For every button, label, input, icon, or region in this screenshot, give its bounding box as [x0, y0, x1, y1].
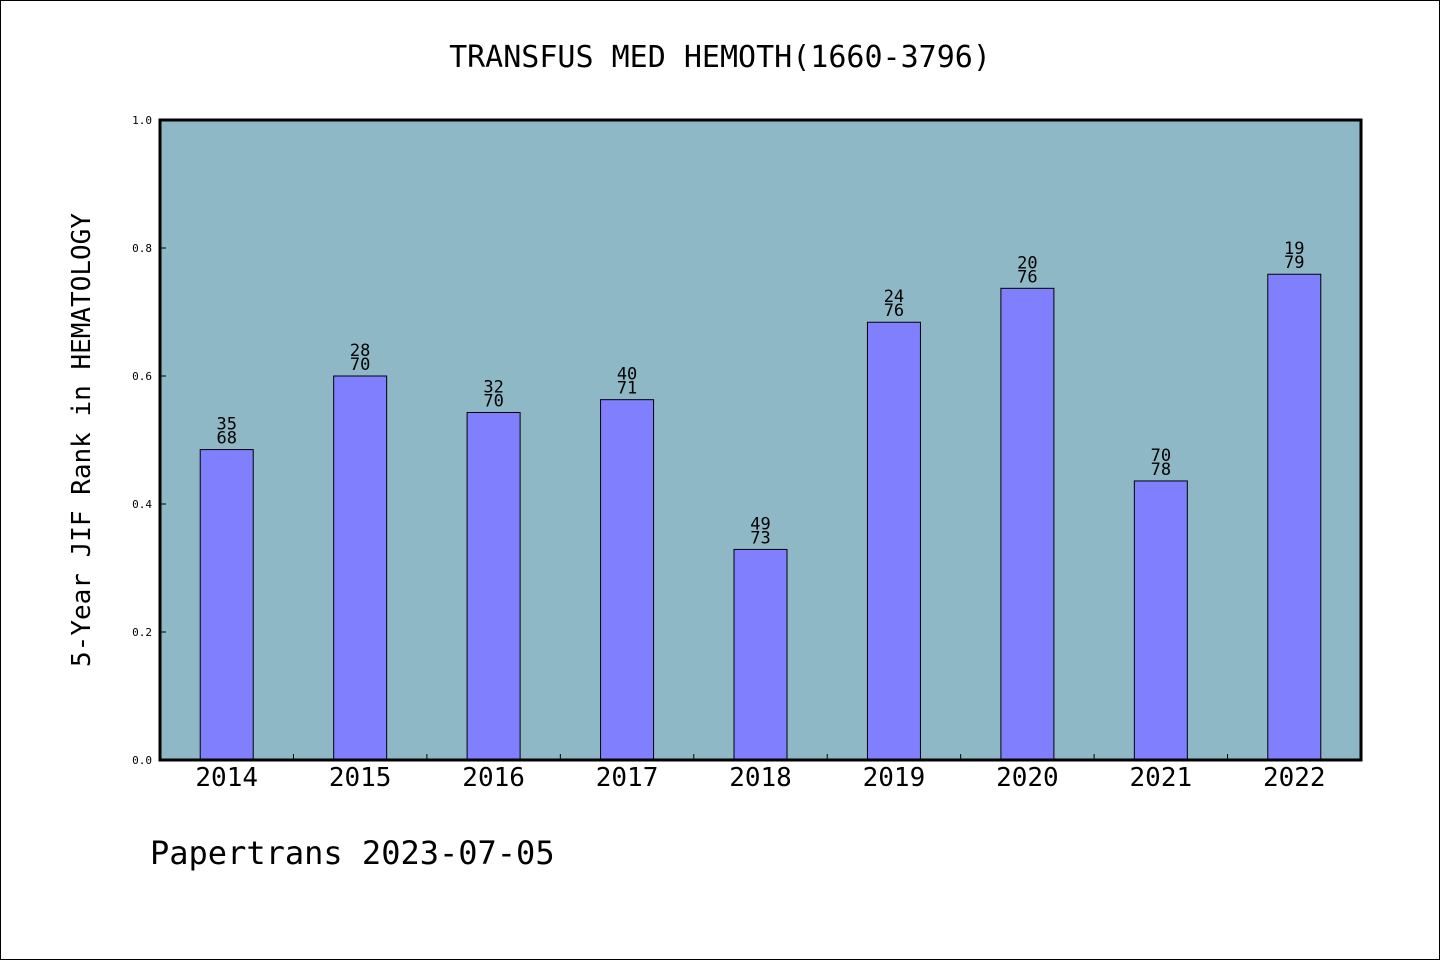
- x-tick-label: 2021: [1130, 763, 1193, 793]
- y-axis: 0.0 0.2 0.4 0.6 0.8 1.0: [132, 114, 166, 767]
- y-tick-label: 0.0: [132, 754, 152, 767]
- bar-label-rank: 24: [884, 287, 904, 307]
- y-tick-label: 0.6: [132, 370, 152, 383]
- bar-label-total: 70: [350, 355, 370, 375]
- bar-2021: [1133, 480, 1188, 761]
- plot-border: [158, 118, 1363, 762]
- bar-2022: [1267, 273, 1322, 761]
- bar-label-rank: 35: [216, 415, 236, 435]
- bar-label-total: 79: [1284, 253, 1304, 273]
- x-tick-label: 2022: [1263, 763, 1326, 793]
- footer-credit: Papertrans 2023-07-05: [150, 834, 555, 872]
- bar-2018: [733, 548, 788, 761]
- bar-label-total: 78: [1151, 460, 1171, 480]
- y-tick-label: 0.4: [132, 498, 152, 511]
- y-tick-label: 0.2: [132, 626, 152, 639]
- x-tick-label: 2015: [329, 763, 392, 793]
- bar-label-total: 71: [617, 379, 637, 399]
- bar-2015: [333, 375, 388, 761]
- x-tick-label: 2017: [596, 763, 659, 793]
- bar-label-total: 70: [483, 391, 503, 411]
- bar-label-rank: 20: [1017, 253, 1037, 273]
- y-tick-label: 0.8: [132, 242, 152, 255]
- bar-label-rank: 32: [483, 377, 503, 397]
- chart-title: TRANSFUS MED HEMOTH(1660-3796): [449, 40, 991, 75]
- bar-label-total: 76: [1017, 267, 1037, 287]
- bar-label-total: 73: [750, 528, 770, 548]
- bar-label-rank: 70: [1151, 446, 1171, 466]
- x-tick-label: 2020: [996, 763, 1059, 793]
- bar-2019: [866, 321, 921, 761]
- bar-2016: [466, 411, 521, 761]
- y-tick-label: 1.0: [132, 114, 152, 127]
- bar-2020: [1000, 287, 1055, 761]
- bar-2017: [600, 399, 655, 761]
- y-axis-label: 5-Year JIF Rank in HEMATOLOGY: [67, 213, 97, 667]
- x-tick-label: 2016: [462, 763, 525, 793]
- bar-label-total: 76: [884, 301, 904, 321]
- x-tick-label: 2014: [195, 763, 258, 793]
- bar-label-rank: 28: [350, 341, 370, 361]
- bar-2014: [199, 449, 254, 761]
- bars-layer: [199, 273, 1322, 761]
- bar-label-rank: 49: [750, 514, 770, 534]
- bar-label-rank: 19: [1284, 239, 1304, 259]
- bar-label-total: 68: [216, 429, 236, 449]
- x-axis: 2014 2015 2016 2017 2018 2019 2020 2021 2022: [195, 754, 1326, 793]
- x-tick-label: 2018: [729, 763, 792, 793]
- bar-label-rank: 40: [617, 365, 637, 385]
- x-tick-label: 2019: [863, 763, 926, 793]
